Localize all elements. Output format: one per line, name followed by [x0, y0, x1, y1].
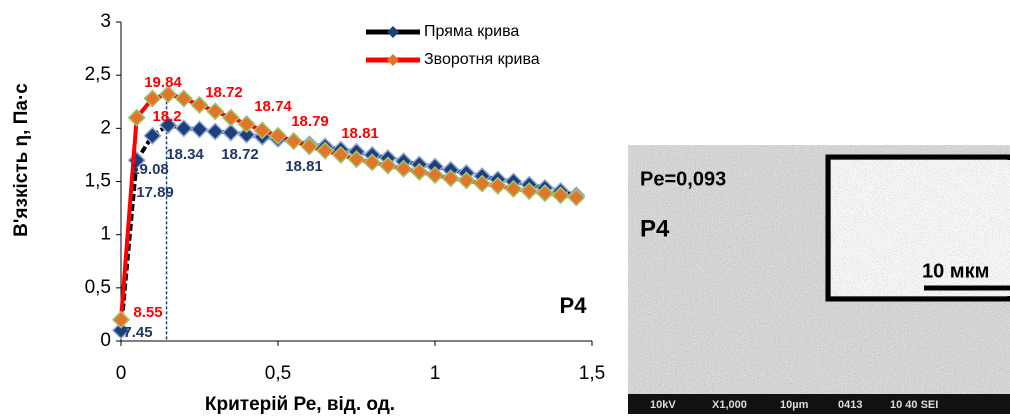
footer-text: 10kV: [650, 399, 676, 411]
y-tick-label: 0: [100, 330, 111, 351]
data-point: [143, 126, 162, 145]
x-tick-label: 1,5: [579, 363, 605, 384]
data-point: [206, 122, 225, 141]
data-point: [551, 186, 570, 205]
data-point: [111, 321, 131, 340]
y-tick-label: 2: [100, 117, 111, 138]
legend-label: Зворотня крива: [424, 51, 540, 68]
data-point: [331, 145, 350, 164]
y-tick-label: 2,5: [85, 64, 111, 85]
x-tick-label: 0: [116, 363, 127, 384]
data-label: 18.74: [254, 98, 292, 115]
data-point: [206, 102, 225, 121]
data-point: [316, 141, 335, 160]
data-point: [221, 108, 240, 127]
data-point: [363, 153, 382, 172]
footer-text: 0413: [838, 399, 862, 411]
y-tick-label: 3: [100, 11, 111, 32]
data-label: 17.89: [136, 184, 174, 201]
legend-marker: [387, 54, 399, 66]
data-point: [237, 115, 256, 134]
data-point: [190, 120, 209, 139]
data-point: [441, 169, 460, 188]
data-point: [378, 156, 397, 175]
data-point: [159, 85, 178, 104]
legend-marker: [387, 26, 399, 38]
data-point: [174, 119, 193, 138]
data-point: [394, 159, 413, 178]
data-label: 18.72: [205, 84, 243, 101]
footer-text: 10 40 SEI: [890, 399, 938, 411]
footer-text: X1,000: [712, 399, 747, 411]
data-label: 18.34: [166, 146, 204, 163]
data-point: [535, 184, 554, 203]
scale-label: 10 мкм: [922, 260, 989, 282]
data-label: 19.08: [131, 161, 169, 178]
inset-texture: [831, 160, 1010, 296]
data-point: [143, 89, 162, 108]
data-point: [457, 171, 476, 190]
sem-footer-bar: [628, 394, 1010, 414]
data-point: [410, 162, 429, 181]
y-axis-label: В'язкість η, Па·с: [11, 83, 32, 237]
x-tick-label: 0,5: [265, 363, 291, 384]
data-label: 7.45: [123, 324, 152, 341]
data-point: [488, 176, 507, 195]
data-label: 19.84: [144, 74, 182, 91]
data-label: 18.2: [152, 108, 181, 125]
data-point: [347, 150, 366, 169]
data-point: [174, 89, 193, 108]
data-label: 18.79: [291, 113, 329, 130]
data-label: 18.81: [285, 158, 323, 175]
data-label: 18.72: [221, 146, 259, 163]
data-label: 8.55: [133, 304, 162, 321]
y-tick-label: 1,5: [85, 171, 111, 192]
data-label: 18.81: [341, 125, 379, 142]
sem-footer: 10kV X1,000 10µm 0413 10 40 SEI: [650, 399, 938, 411]
x-tick-label: 1: [430, 363, 441, 384]
chart-sample-label: P4: [560, 293, 588, 318]
y-tick-label: 1: [100, 224, 111, 245]
data-point: [473, 174, 492, 193]
data-point: [237, 125, 256, 144]
data-point: [284, 132, 303, 151]
x-axis-label: Критерій Ре, від. од.: [205, 394, 395, 414]
data-point: [504, 179, 523, 199]
data-point: [300, 137, 319, 156]
sample-label: P4: [640, 215, 670, 242]
data-point: [425, 166, 445, 185]
data-point: [111, 310, 131, 329]
data-point: [567, 188, 586, 207]
data-point: [127, 108, 146, 127]
sem-image: Pe=0,093 P4 10 мкм 10kV X1,000 10µm 0413 10 …: [628, 145, 1010, 414]
data-point: [221, 123, 240, 142]
pe-label: Pe=0,093: [640, 168, 726, 190]
data-point: [268, 126, 288, 145]
data-point: [253, 121, 272, 140]
y-tick-label: 0,5: [85, 277, 111, 298]
data-point: [190, 95, 209, 115]
data-point: [159, 116, 178, 135]
legend-label: Пряма крива: [424, 23, 519, 40]
footer-text: 10µm: [780, 399, 809, 411]
data-point: [520, 182, 539, 201]
